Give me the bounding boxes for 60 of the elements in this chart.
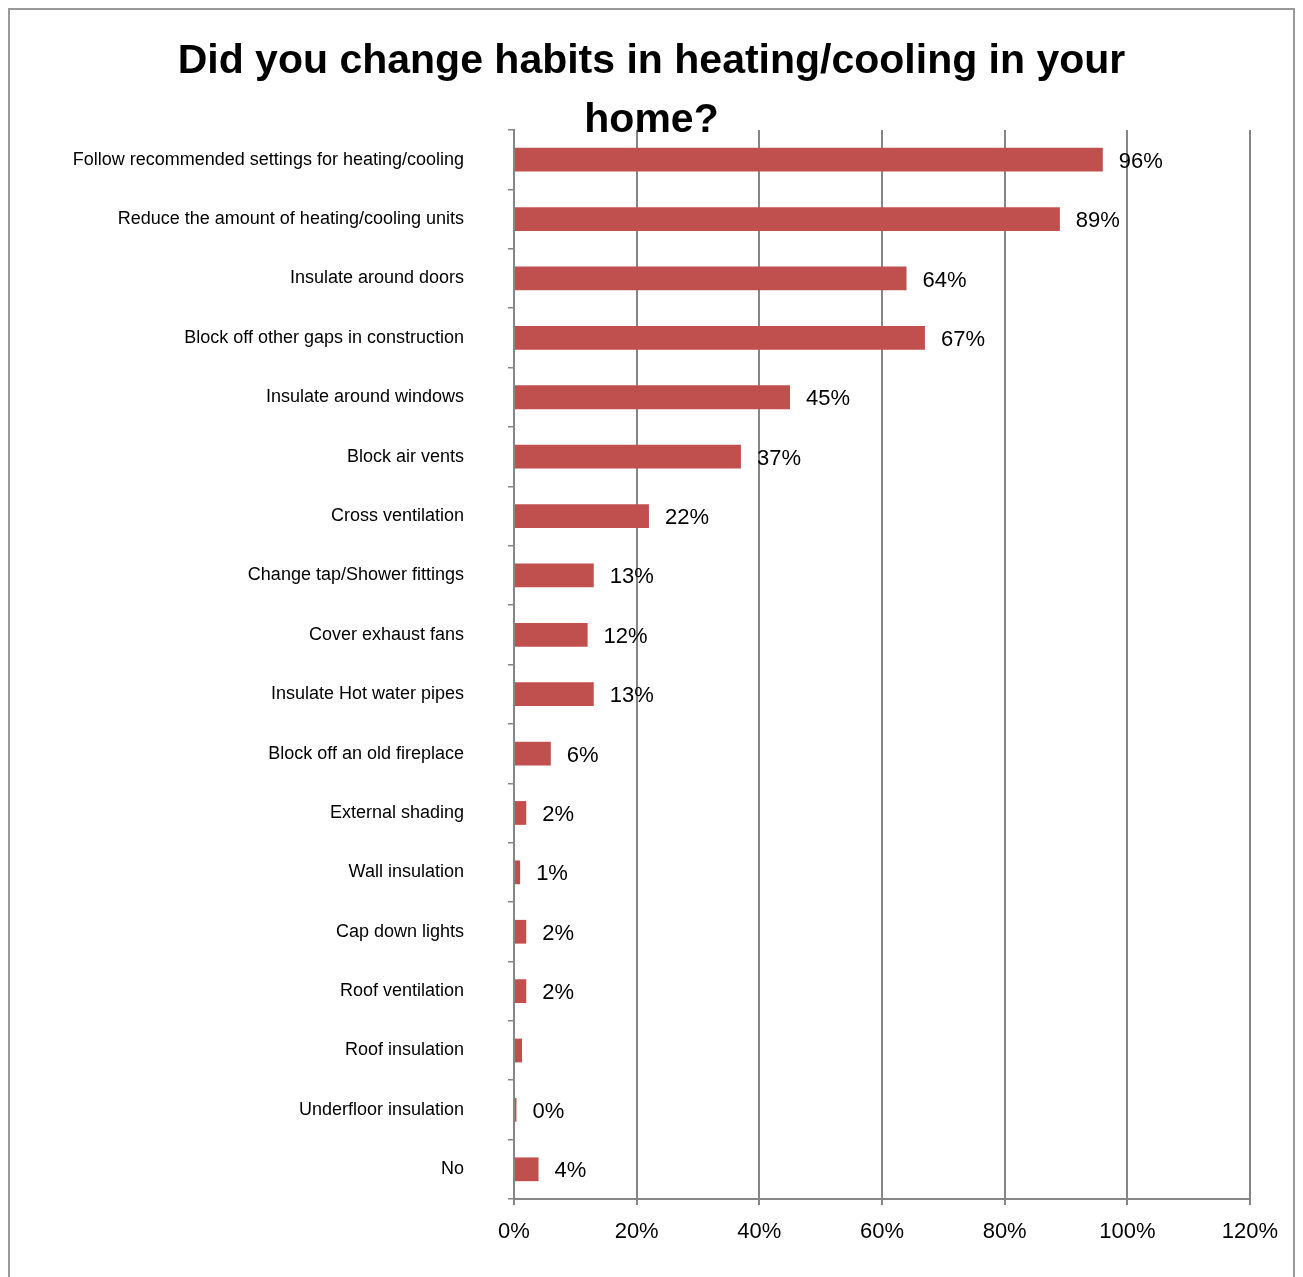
data-label: 96% bbox=[1118, 147, 1163, 173]
bar bbox=[515, 385, 790, 410]
bar bbox=[515, 741, 551, 766]
y-tick-label: No bbox=[440, 1158, 464, 1179]
data-label: 89% bbox=[1075, 207, 1120, 233]
y-tick-label: External shading bbox=[329, 801, 464, 822]
x-tick-label: 80% bbox=[982, 1218, 1027, 1244]
x-tick-label: 0% bbox=[498, 1218, 530, 1244]
bar bbox=[515, 1038, 522, 1063]
bar bbox=[515, 801, 527, 825]
y-tick-label: Cross ventilation bbox=[330, 505, 464, 525]
data-label: 12% bbox=[603, 622, 648, 648]
bar bbox=[515, 563, 594, 588]
data-label: 6% bbox=[566, 741, 599, 767]
bar bbox=[515, 266, 907, 291]
bar bbox=[515, 444, 741, 469]
y-tick-label: Reduce the amount of heating/cooling units bbox=[117, 208, 464, 229]
data-label: 22% bbox=[664, 504, 709, 530]
bar bbox=[515, 325, 925, 350]
data-label: 2% bbox=[542, 919, 575, 945]
x-tick-label: 100% bbox=[1099, 1218, 1156, 1244]
data-label: 13% bbox=[609, 563, 654, 589]
y-tick-label: Block off other gaps in construction bbox=[184, 326, 464, 347]
y-tick-label: Follow recommended settings for heating/cooling bbox=[72, 148, 464, 169]
data-label: 67% bbox=[940, 325, 985, 351]
x-tick-label: 20% bbox=[614, 1218, 659, 1244]
bar bbox=[515, 682, 594, 707]
y-tick-label: Underfloor insulation bbox=[298, 1098, 464, 1119]
x-tick-label: 60% bbox=[859, 1218, 905, 1244]
y-tick-label: Change tap/Shower fittings bbox=[247, 564, 464, 585]
data-label: 37% bbox=[756, 444, 801, 470]
y-tick-label: Insulate around windows bbox=[265, 386, 464, 407]
bar bbox=[515, 207, 1060, 231]
data-label: 64% bbox=[922, 266, 967, 292]
bar bbox=[515, 919, 527, 944]
y-tick-label: Cap down lights bbox=[335, 920, 464, 941]
bar bbox=[515, 147, 1103, 172]
data-label: 1% bbox=[536, 860, 568, 886]
y-tick-label: Wall insulation bbox=[348, 861, 464, 882]
x-tick-label: 120% bbox=[1221, 1218, 1279, 1244]
data-label: 0% bbox=[532, 1097, 565, 1123]
bar bbox=[515, 622, 588, 647]
y-tick-label: Block off an old fireplace bbox=[268, 742, 464, 763]
bar bbox=[515, 504, 649, 528]
y-tick-label: Insulate around doors bbox=[289, 267, 464, 288]
bar bbox=[515, 860, 521, 885]
data-label: 13% bbox=[609, 682, 654, 708]
y-tick-label: Roof ventilation bbox=[339, 980, 464, 1001]
data-label: 45% bbox=[806, 385, 851, 411]
chart-title: Did you change habits in heating/cooling in your home? bbox=[176, 35, 1127, 143]
y-tick-label: Cover exhaust fans bbox=[308, 623, 464, 644]
y-tick-label: Block air vents bbox=[346, 445, 464, 466]
data-label: 2% bbox=[542, 801, 575, 827]
data-label: 2% bbox=[542, 979, 575, 1005]
x-tick-label: 40% bbox=[737, 1218, 782, 1244]
bar bbox=[515, 1157, 539, 1182]
y-tick-label: Roof insulation bbox=[344, 1039, 464, 1060]
y-tick-label: Insulate Hot water pipes bbox=[270, 683, 464, 704]
data-label: 4% bbox=[554, 1157, 587, 1183]
bar bbox=[515, 979, 527, 1004]
